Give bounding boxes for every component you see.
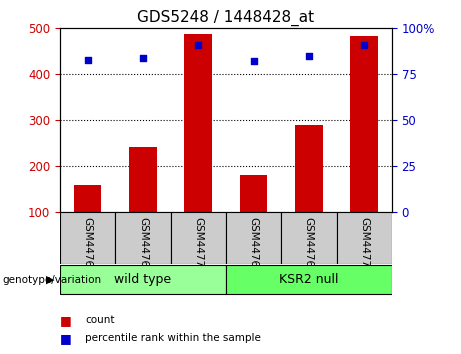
Point — [139, 55, 147, 61]
Bar — [281, 212, 337, 264]
Text: count: count — [85, 315, 115, 325]
Bar — [350, 36, 378, 212]
Bar — [226, 212, 281, 264]
Text: ■: ■ — [60, 332, 71, 344]
Point — [361, 42, 368, 48]
Bar — [129, 147, 157, 212]
Text: GSM447749: GSM447749 — [359, 217, 369, 280]
Bar — [74, 185, 101, 212]
Text: genotype/variation: genotype/variation — [2, 275, 101, 285]
Text: GSM447605: GSM447605 — [248, 217, 259, 280]
Bar — [240, 175, 267, 212]
Text: KSR2 null: KSR2 null — [279, 273, 339, 286]
Bar — [115, 212, 171, 264]
Text: ■: ■ — [60, 314, 71, 327]
Bar — [171, 212, 226, 264]
Point — [195, 42, 202, 48]
Text: GSM447609: GSM447609 — [138, 217, 148, 280]
Point — [84, 57, 91, 62]
Text: GSM447606: GSM447606 — [83, 217, 93, 280]
Title: GDS5248 / 1448428_at: GDS5248 / 1448428_at — [137, 9, 314, 25]
Bar — [60, 212, 115, 264]
Bar — [337, 212, 392, 264]
Bar — [226, 266, 392, 294]
Bar — [60, 266, 226, 294]
Text: wild type: wild type — [114, 273, 171, 286]
Text: percentile rank within the sample: percentile rank within the sample — [85, 333, 261, 343]
Point — [250, 59, 257, 64]
Bar — [184, 34, 212, 212]
Text: GSM447607: GSM447607 — [304, 217, 314, 280]
Text: GSM447768: GSM447768 — [193, 217, 203, 280]
Text: ▶: ▶ — [46, 275, 54, 285]
Bar — [295, 125, 323, 212]
Point — [305, 53, 313, 59]
